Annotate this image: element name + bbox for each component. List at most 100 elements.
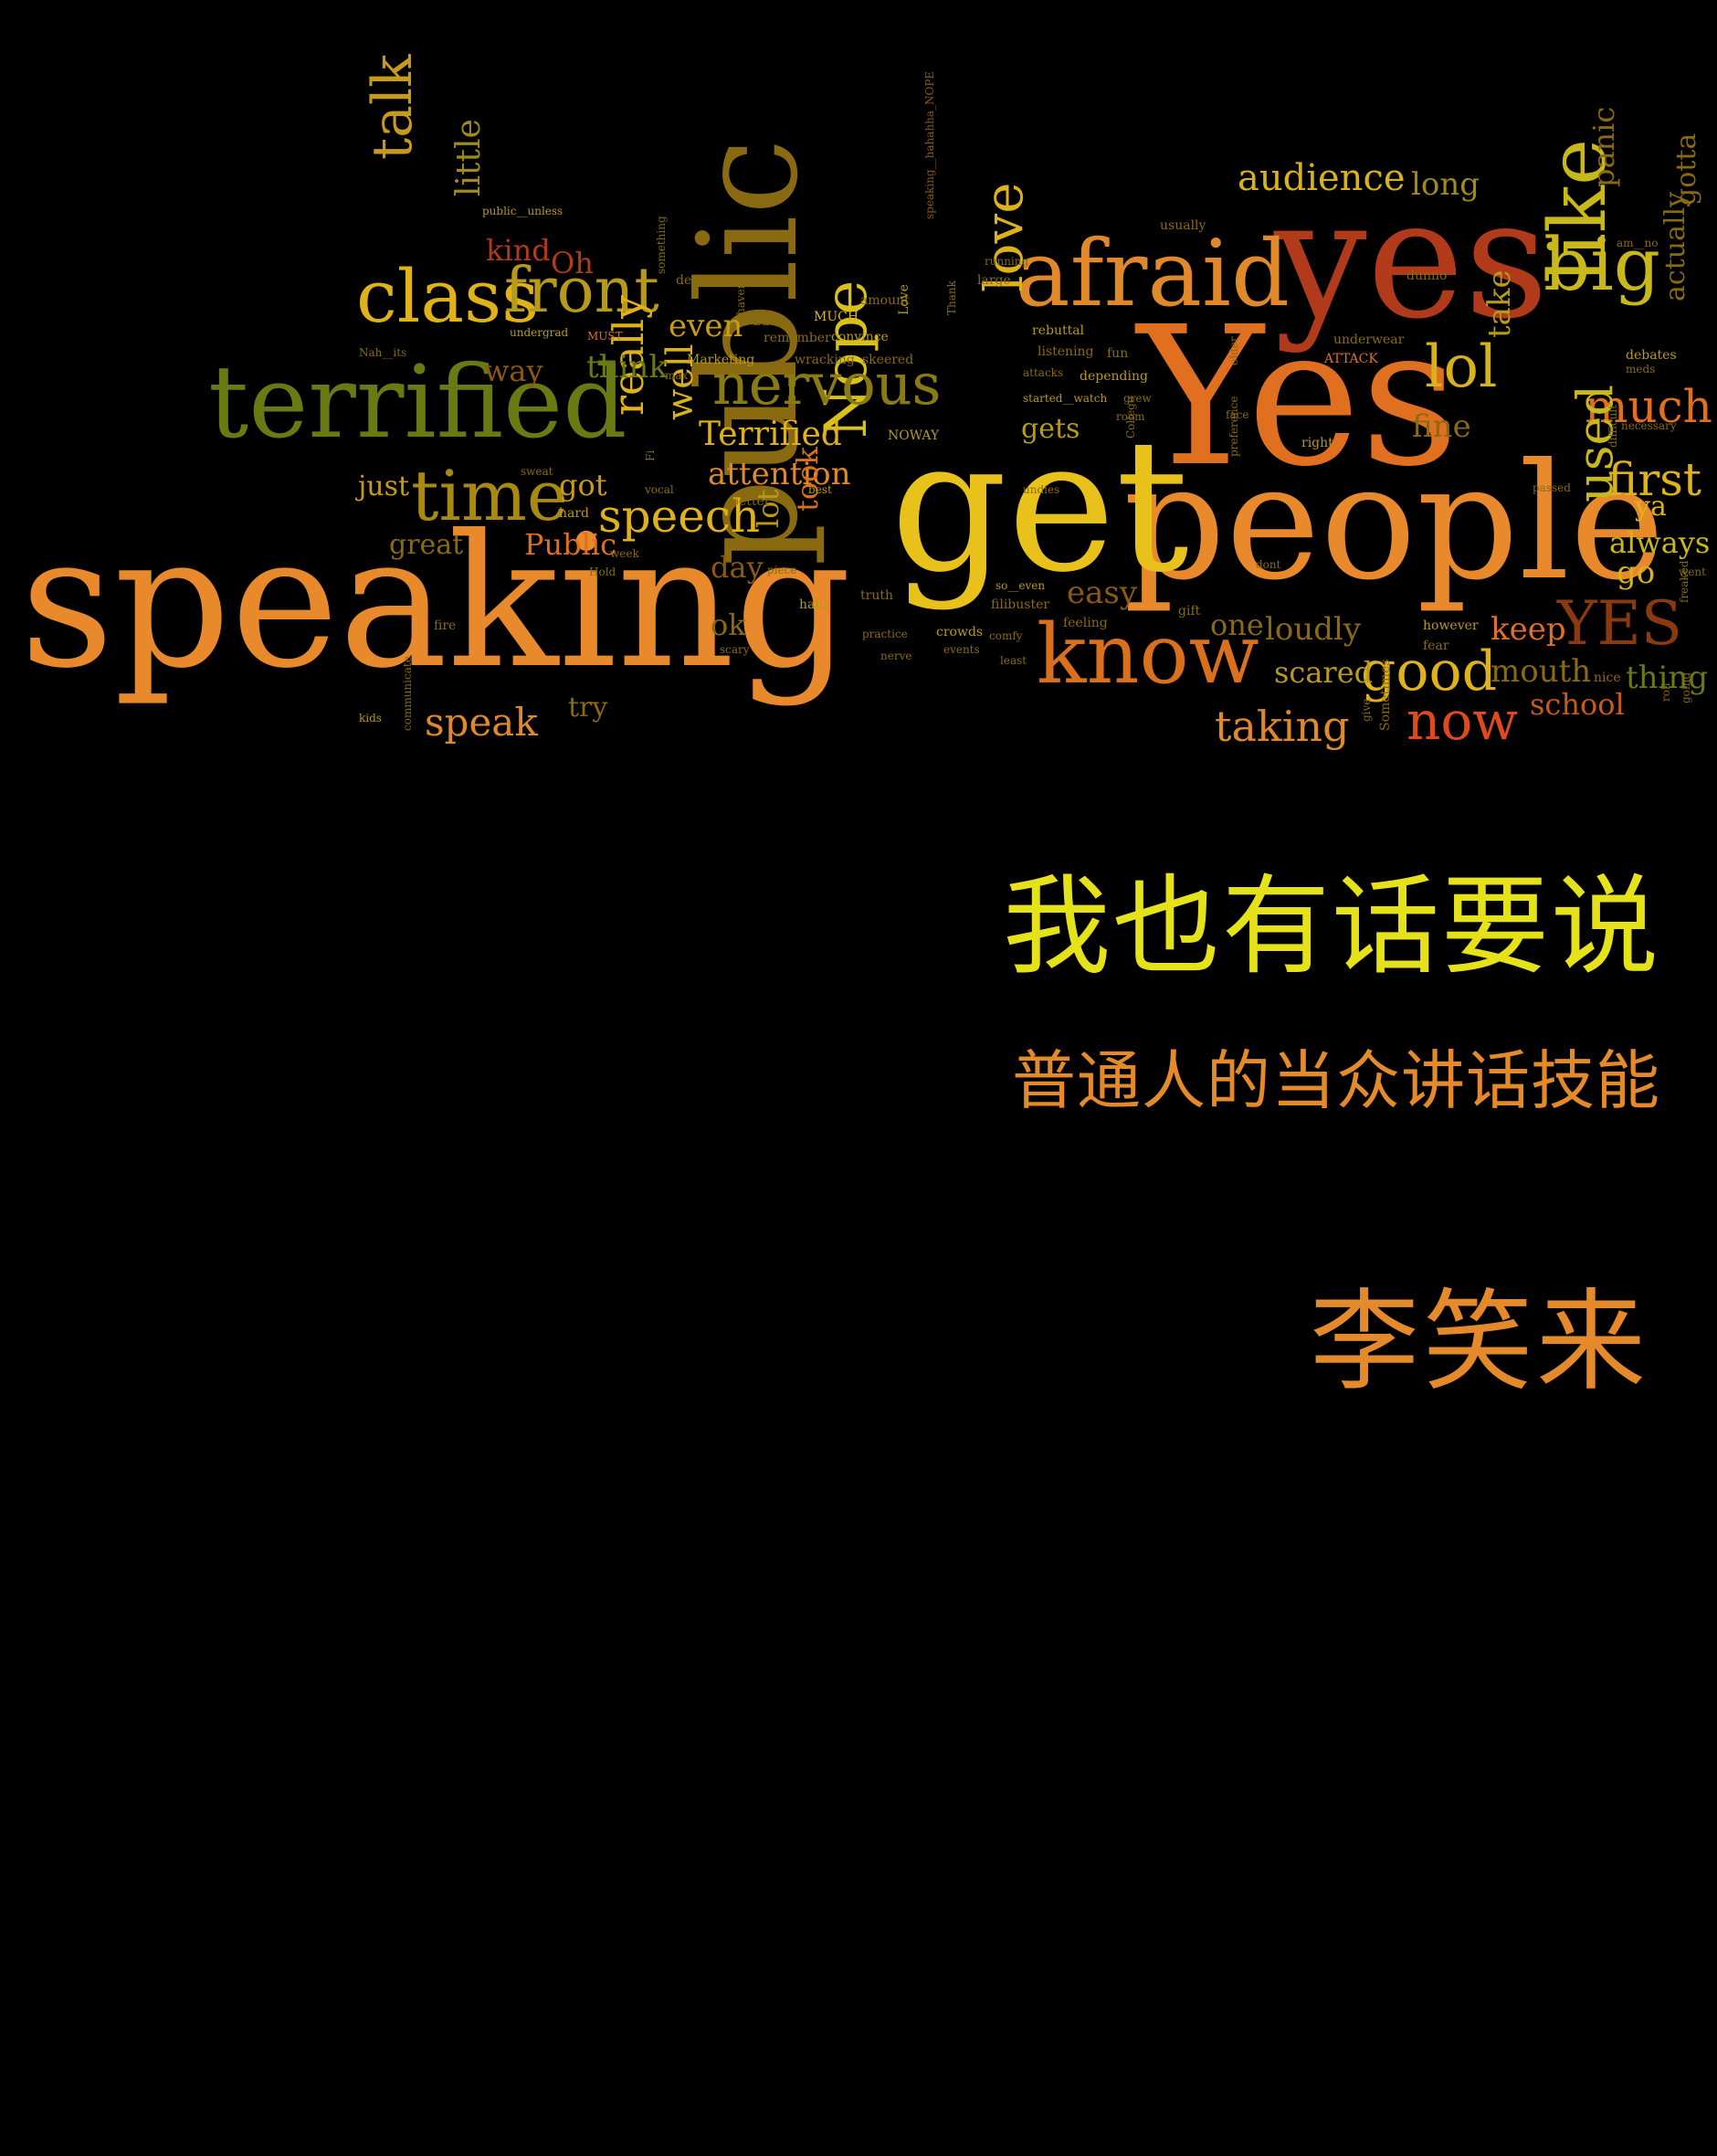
word-cloud-word: passed <box>1533 481 1571 494</box>
word-cloud-word: fine <box>1412 408 1471 445</box>
word-cloud-word: ya <box>1635 491 1667 523</box>
word-cloud-word: however <box>1423 618 1479 633</box>
word-cloud-word: attacks <box>1023 366 1064 379</box>
word-cloud-word: rebuttal <box>1032 323 1085 338</box>
word-cloud-word: Hold <box>589 565 616 578</box>
word-cloud-word: speaking__hahahha_NOPE <box>923 70 936 219</box>
word-cloud-word: lol <box>1425 333 1498 401</box>
word-cloud-word: fear <box>1423 639 1449 653</box>
word-cloud-word: much <box>1585 380 1712 433</box>
word-cloud-word: YES <box>1557 588 1682 659</box>
word-cloud-word: nerve <box>880 650 912 662</box>
word-cloud-word: Love <box>897 284 911 315</box>
word-cloud-word: kind <box>486 233 551 268</box>
word-cloud-word: dont <box>1256 558 1281 571</box>
word-cloud-word: going <box>1680 671 1692 703</box>
word-cloud-word: scared <box>1274 655 1374 690</box>
word-cloud-word: taking <box>1215 702 1350 751</box>
word-cloud-word: Sometimes <box>1378 659 1393 731</box>
word-cloud-word: audience <box>1238 157 1406 199</box>
word-cloud-word: Terrified <box>699 416 842 453</box>
word-cloud-word: best <box>808 483 832 496</box>
word-cloud-word: vocal <box>645 483 674 496</box>
word-cloud-word: school <box>1530 687 1625 722</box>
word-cloud-word: crowds <box>936 625 984 639</box>
word-cloud-word: gotta <box>1670 132 1702 206</box>
word-cloud-word: give <box>1360 698 1373 722</box>
word-cloud-word: undergrad <box>510 326 569 339</box>
word-cloud-word: difficult <box>1606 405 1619 448</box>
word-cloud-word: sweat <box>521 465 553 478</box>
word-cloud-word: know <box>1037 607 1259 703</box>
word-cloud-word: gets <box>1021 413 1080 445</box>
word-cloud-word: started__watch <box>1023 392 1108 405</box>
word-cloud-word: filibuster <box>991 597 1050 612</box>
word-cloud-word: keep <box>1491 611 1566 648</box>
word-cloud-word: actually <box>1659 191 1691 301</box>
word-cloud-word: one <box>1210 608 1264 642</box>
word-cloud-word: way <box>484 354 543 388</box>
word-cloud-word: easy <box>1067 575 1138 611</box>
word-cloud-word: comfy <box>989 629 1023 642</box>
word-cloud-word: nervous <box>712 351 942 417</box>
book-subtitle: 普通人的当众讲话技能 <box>1012 1043 1660 1118</box>
word-cloud-word: practice <box>862 628 908 640</box>
word-cloud-word: Thank <box>945 280 958 315</box>
word-cloud: speaking public people get Yes yes terrified af… <box>0 0 1717 1023</box>
word-cloud-word: went <box>1679 565 1706 578</box>
word-cloud-word: speak <box>425 700 538 745</box>
word-cloud-word: front <box>504 255 659 327</box>
word-cloud-word: right <box>1301 436 1333 450</box>
word-cloud-word: undies <box>1023 483 1060 496</box>
word-cloud-word: truth <box>860 588 893 603</box>
word-cloud-word: debates <box>1626 348 1677 363</box>
word-cloud-word: large <box>977 273 1011 288</box>
word-cloud-word: listening <box>1038 344 1094 359</box>
word-cloud-word: just <box>358 470 410 502</box>
word-cloud-word: room <box>1116 410 1145 423</box>
word-cloud-word: piece <box>767 564 797 576</box>
word-cloud-word: scary <box>720 643 750 656</box>
word-cloud-word: skeered <box>862 353 914 367</box>
word-cloud-word: little <box>450 119 488 196</box>
word-cloud-word: yes <box>1274 164 1549 355</box>
word-cloud-word: least <box>1000 654 1027 667</box>
word-cloud-word: usually <box>1160 218 1206 233</box>
word-cloud-word: necessary <box>1621 419 1677 432</box>
word-cloud-word: try <box>568 692 608 724</box>
word-cloud-word: think <box>586 349 668 386</box>
word-cloud-word: day <box>711 550 764 585</box>
word-cloud-word: preference <box>1227 396 1240 457</box>
word-cloud-word: underwear <box>1333 333 1405 347</box>
word-cloud-word: Yes <box>1137 285 1459 509</box>
word-cloud-word: deal <box>676 273 704 288</box>
word-cloud-word: always <box>1609 525 1711 560</box>
word-cloud-word: MUST <box>587 330 623 343</box>
word-cloud-word: Public <box>524 527 617 562</box>
word-cloud-word: people <box>1123 430 1665 616</box>
word-cloud-word: now <box>1406 690 1518 752</box>
word-cloud-word: NOWAY <box>888 428 940 443</box>
word-cloud-word: took <box>790 447 825 512</box>
word-cloud-word: wracking <box>795 353 855 367</box>
word-cloud-word: nervous <box>712 351 942 417</box>
word-cloud-word: afraid <box>1016 220 1290 327</box>
word-cloud-word: speech <box>598 490 761 543</box>
word-cloud-word: am__no <box>1617 237 1659 249</box>
word-cloud-word: Oh <box>551 246 594 280</box>
word-cloud-word: Nah__its <box>359 346 407 359</box>
word-cloud-word: events <box>943 643 980 656</box>
word-cloud-word: get <box>890 400 1189 613</box>
word-cloud-word: feeling <box>1063 616 1108 630</box>
word-cloud-word: dunno <box>1406 269 1448 283</box>
word-cloud-word: back <box>753 314 785 329</box>
word-cloud-word: good <box>1361 639 1498 703</box>
word-cloud-word: haven't <box>734 274 747 315</box>
word-cloud-word: kids <box>359 712 382 724</box>
word-cloud-word: running <box>985 255 1029 268</box>
word-cloud-word: talk <box>361 54 425 160</box>
word-cloud-word: week <box>610 547 639 560</box>
word-cloud-word: haha <box>799 597 831 612</box>
word-cloud-word: ok <box>711 608 746 642</box>
word-cloud-word: something <box>655 216 668 274</box>
